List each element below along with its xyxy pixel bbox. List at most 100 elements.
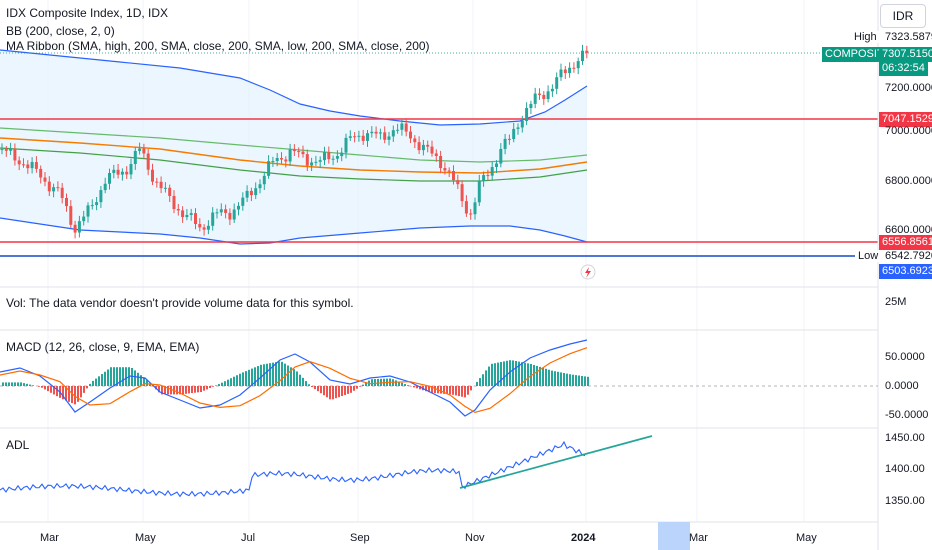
candle-body [215, 212, 219, 214]
lightning-icon[interactable] [580, 264, 596, 280]
macd-bar [353, 386, 355, 391]
macd-bar [17, 382, 19, 386]
candle-body [434, 153, 438, 156]
candle-body [370, 131, 374, 134]
time-label-sep: Sep [350, 532, 370, 544]
candle-body [473, 202, 477, 215]
macd-bar [440, 386, 442, 394]
candle-body [357, 135, 361, 137]
symbol-tag[interactable]: COMPOSITE [822, 47, 895, 62]
macd-label[interactable]: MACD (12, 26, close, 9, EMA, EMA) [6, 340, 200, 354]
bb-indicator-label[interactable]: BB (200, close, 2, 0) [6, 24, 115, 38]
ma-ribbon-close [0, 137, 588, 174]
resistance-tag: 7047.1529 [879, 112, 932, 127]
macd-bar [335, 386, 337, 399]
candle-body [464, 201, 468, 214]
macd-bar [551, 370, 553, 386]
macd-bar [398, 381, 400, 386]
macd-bar [347, 386, 349, 394]
price-tick-7200: 7200.0000 [885, 82, 932, 94]
macd-bar [62, 386, 64, 400]
macd-bar [227, 379, 229, 386]
macd-bar [455, 386, 457, 396]
macd-bar [431, 386, 433, 393]
macd-bar [476, 381, 478, 386]
macd-bar [161, 386, 163, 395]
macd-bar [428, 386, 430, 393]
macd-bar [158, 386, 160, 393]
macd-bar [374, 379, 376, 386]
currency-button[interactable]: IDR [880, 4, 926, 28]
macd-bar [74, 386, 76, 405]
candle-body [550, 88, 554, 92]
macd-bar [92, 380, 94, 386]
candle-body [224, 209, 228, 213]
macd-bar [56, 386, 58, 397]
low-label: Low [855, 250, 882, 262]
adl-tick-1450: 1450.00 [885, 432, 925, 444]
macd-bar [488, 366, 490, 386]
macd-bar [401, 382, 403, 386]
macd-bar [53, 386, 55, 395]
macd-bar [311, 386, 313, 388]
macd-bar [506, 360, 508, 386]
candle-body [133, 150, 137, 164]
candle-body [198, 224, 202, 228]
macd-bar [572, 374, 574, 386]
candle-body [185, 214, 189, 218]
candle-body [219, 209, 223, 213]
chart-title[interactable]: IDX Composite Index, 1D, IDX [6, 6, 169, 20]
candle-body [168, 187, 172, 196]
candle-body [490, 167, 494, 176]
macd-bar [413, 386, 415, 388]
volume-axis-label: 25M [885, 296, 907, 308]
macd-bar [560, 372, 562, 386]
candle-body [95, 202, 99, 206]
candle-body [404, 123, 408, 132]
candle-body [280, 158, 283, 160]
macd-bar [425, 386, 427, 392]
macd-bar [38, 386, 40, 387]
candle-body [555, 77, 559, 89]
candle-body [452, 170, 455, 181]
price-tick-7000: 7000.0000 [885, 125, 932, 137]
candlestick-series[interactable] [0, 44, 589, 239]
candle-body [383, 132, 387, 140]
macd-bar [50, 386, 52, 393]
candle-body [374, 131, 378, 134]
candle-body [469, 213, 473, 215]
candle-body [73, 224, 77, 233]
candle-body [456, 180, 460, 185]
candle-body [271, 161, 275, 163]
macd-bar [554, 371, 556, 386]
adl-label[interactable]: ADL [6, 438, 30, 452]
macd-tick-50: 50.0000 [885, 351, 925, 363]
candle-body [430, 146, 434, 154]
candle-body [254, 188, 258, 196]
adl-trendline[interactable] [459, 435, 653, 489]
candle-body [391, 130, 395, 137]
candle-body [142, 148, 146, 154]
macd-bar [569, 374, 571, 386]
candle-body [507, 138, 511, 140]
candle-body [232, 209, 236, 220]
candle-body [176, 209, 180, 211]
macd-bar [365, 382, 367, 386]
time-label-may-2024: May [796, 532, 817, 544]
macd-bar [371, 379, 373, 386]
candle-body [503, 138, 507, 149]
candle-body [585, 50, 589, 53]
macd-bar [470, 386, 472, 391]
macd-bar [584, 376, 586, 386]
macd-bar [575, 375, 577, 386]
macd-bar [44, 386, 46, 390]
candle-body [43, 177, 47, 182]
candle-body [181, 210, 185, 218]
candle-body [318, 160, 322, 162]
time-label-mar-2024: Mar [689, 532, 708, 544]
ma-ribbon-label[interactable]: MA Ribbon (SMA, high, 200, SMA, close, 2… [6, 39, 430, 53]
macd-bar [518, 361, 520, 386]
macd-bar [377, 378, 379, 386]
candle-body [108, 172, 111, 184]
